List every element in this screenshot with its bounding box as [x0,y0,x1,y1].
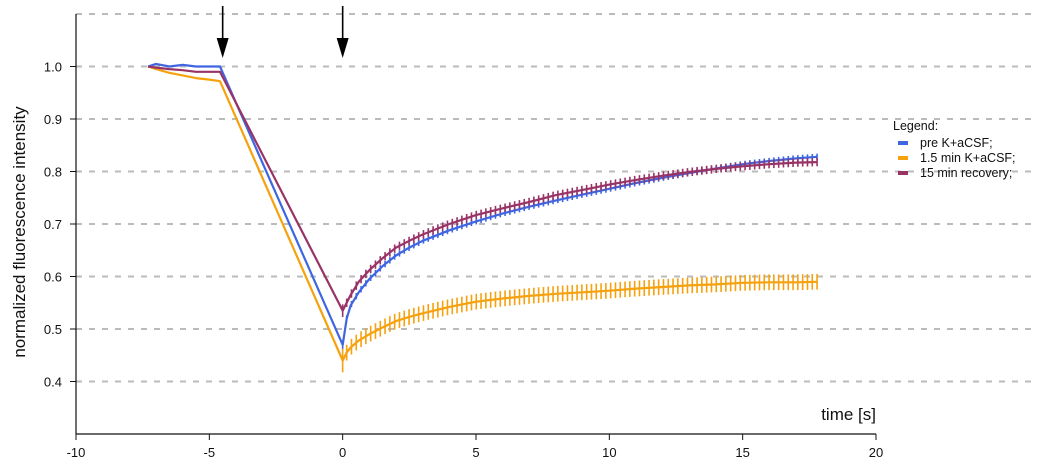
x-axis-title: time [s] [821,405,876,424]
y-tick-label: 0.5 [44,322,62,337]
series-line [147,62,818,346]
legend-swatch [898,156,908,160]
y-tick-label: 0.7 [44,217,62,232]
x-tick-label: 15 [735,445,749,460]
event-arrows [216,6,349,58]
y-tick-label: 0.8 [44,165,62,180]
x-ticks: -10 -5 0 5 10 15 20 [67,434,883,460]
arrow-head [336,38,349,58]
x-tick-label: -5 [204,445,216,460]
legend: Legend: pre K+aCSF;1.5 min K+aCSF;15 min… [893,119,1016,180]
x-tick-label: -10 [67,445,86,460]
arrow-head [216,38,229,58]
legend-entry-label: 15 min recovery; [920,166,1012,180]
x-tick-label: 5 [472,445,479,460]
y-ticks: 0.4 0.5 0.6 0.7 0.8 0.9 1.0 [44,60,76,390]
legend-entry-label: 1.5 min K+aCSF; [920,151,1016,165]
series-layer [147,62,818,373]
y-axis-title: normalized fluorescence intensity [10,106,29,358]
x-tick-label: 0 [339,445,346,460]
series-line [147,65,818,312]
y-tick-label: 0.4 [44,375,62,390]
legend-swatch [898,171,908,175]
series-group [147,65,818,373]
series-group [147,62,818,350]
legend-swatch [898,141,908,145]
y-tick-label: 0.9 [44,112,62,127]
legend-entry-label: pre K+aCSF; [920,136,993,150]
series-group [147,65,818,317]
y-tick-label: 1.0 [44,60,62,75]
y-tick-label: 0.6 [44,270,62,285]
x-tick-label: 20 [869,445,883,460]
x-tick-label: 10 [602,445,616,460]
legend-title: Legend: [893,119,938,133]
